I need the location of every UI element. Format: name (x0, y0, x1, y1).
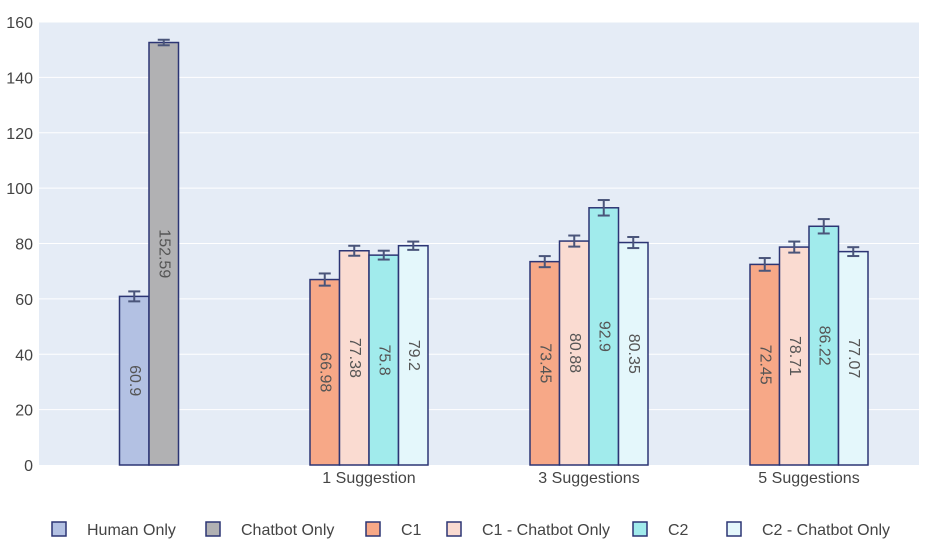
y-axis-ticks: 0 20 40 60 80 100 120 140 160 (6, 15, 33, 475)
bar (338, 250, 370, 466)
legend-swatch (632, 521, 648, 537)
bar-value-label: 79.2 (405, 340, 422, 371)
legend-label: C1 (401, 522, 422, 539)
bars: 60.9 152.59 66.98 77.38 75.8 79.2 73.45 80.88 92… (118, 38, 869, 466)
legend-label: C2 - Chatbot Only (762, 522, 890, 539)
bar (588, 207, 620, 466)
bar (118, 295, 150, 466)
legend-swatch (446, 521, 462, 537)
bar-value-label: 77.38 (346, 338, 363, 378)
y-tick-label: 80 (15, 237, 33, 254)
x-tick-label: 5 Suggestions (758, 470, 859, 487)
y-tick-label: 60 (15, 292, 33, 309)
bar-value-label: 78.71 (786, 336, 803, 376)
bar-value-label: 86.22 (815, 326, 832, 366)
bar (529, 260, 561, 466)
legend-swatch (726, 521, 742, 537)
bar (397, 244, 429, 466)
y-tick-label: 20 (15, 403, 33, 420)
bar-value-label: 72.45 (756, 345, 773, 385)
bar-value-label: 66.98 (316, 352, 333, 392)
y-tick-label: 140 (6, 70, 33, 87)
x-tick-label: 3 Suggestions (538, 470, 639, 487)
bar-value-label: 73.45 (536, 343, 553, 383)
y-tick-label: 100 (6, 181, 33, 198)
bar-value-label: 80.88 (566, 333, 583, 373)
legend: Human Only Chatbot Only C1 C1 - Chatbot Onl… (51, 521, 890, 539)
x-tick-label: 1 Suggestion (322, 470, 415, 487)
bar (617, 241, 649, 466)
legend-label: Human Only (87, 522, 176, 539)
bar-value-label: 80.35 (625, 334, 642, 374)
bar (837, 250, 869, 466)
bar-value-label: 75.8 (375, 344, 392, 375)
bar-value-label: 60.9 (126, 365, 143, 396)
legend-label: Chatbot Only (241, 522, 334, 539)
gridlines (39, 21, 919, 411)
legend-label: C2 (668, 522, 689, 539)
legend-swatch (205, 521, 221, 537)
bar (558, 240, 590, 466)
legend-swatch (365, 521, 381, 537)
bar (148, 41, 180, 466)
bar-value-label: 92.9 (595, 321, 612, 352)
y-tick-label: 40 (15, 347, 33, 364)
x-axis-ticks: 1 Suggestion 3 Suggestions 5 Suggestions (322, 470, 859, 487)
bar-value-label: 77.07 (845, 338, 862, 378)
y-tick-label: 120 (6, 126, 33, 143)
legend-label: C1 - Chatbot Only (482, 522, 610, 539)
y-tick-label: 0 (24, 458, 33, 475)
y-tick-label: 160 (6, 15, 33, 32)
bar-value-label: 152.59 (155, 229, 172, 278)
legend-swatch (51, 521, 67, 537)
